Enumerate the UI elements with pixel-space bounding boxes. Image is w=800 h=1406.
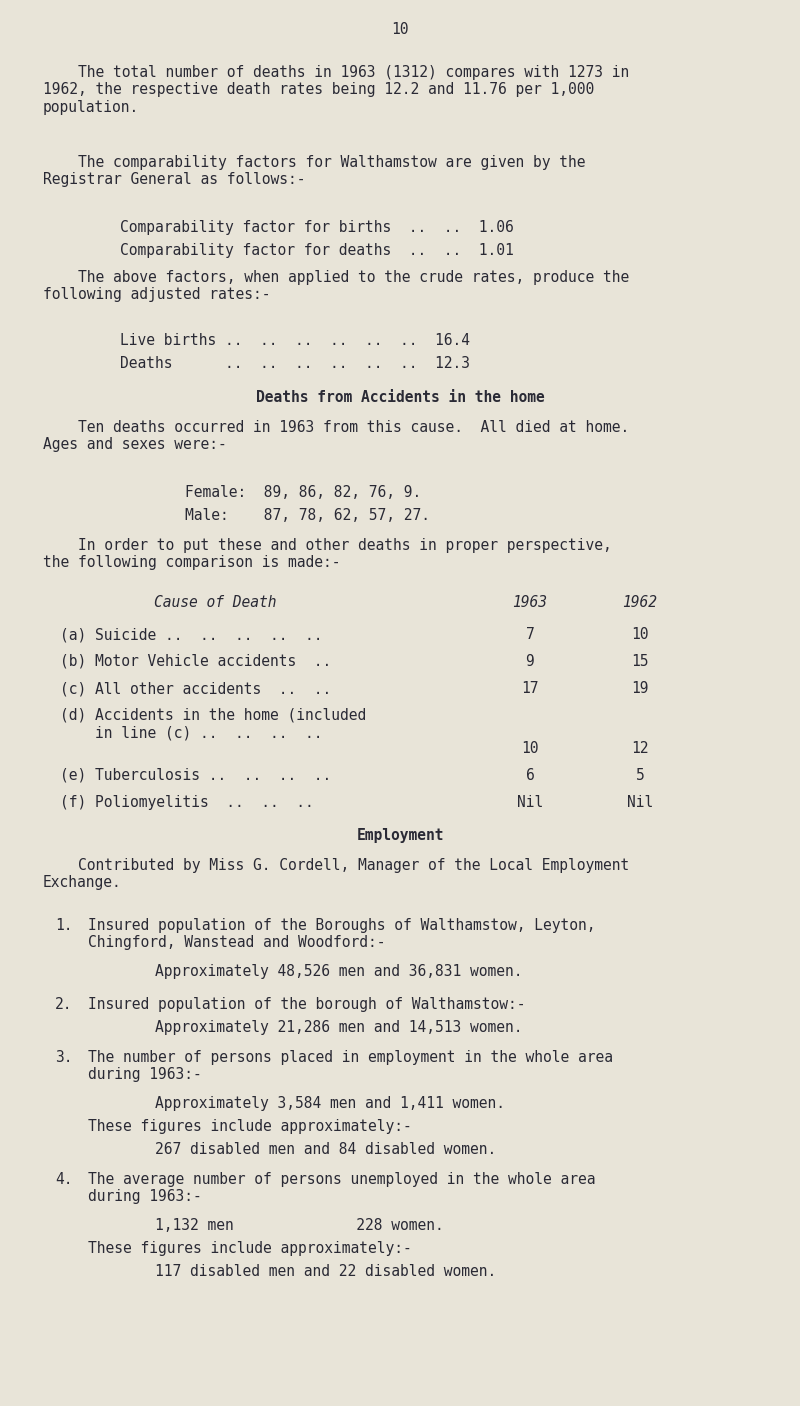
Text: 15: 15 bbox=[631, 654, 649, 669]
Text: 3.: 3. bbox=[55, 1050, 73, 1064]
Text: The number of persons placed in employment in the whole area
during 1963:-: The number of persons placed in employme… bbox=[88, 1050, 613, 1083]
Text: 1963: 1963 bbox=[513, 595, 547, 610]
Text: 117 disabled men and 22 disabled women.: 117 disabled men and 22 disabled women. bbox=[155, 1264, 496, 1279]
Text: 7: 7 bbox=[526, 627, 534, 643]
Text: Deaths from Accidents in the home: Deaths from Accidents in the home bbox=[256, 389, 544, 405]
Text: The total number of deaths in 1963 (1312) compares with 1273 in
1962, the respec: The total number of deaths in 1963 (1312… bbox=[43, 65, 630, 115]
Text: The above factors, when applied to the crude rates, produce the
following adjust: The above factors, when applied to the c… bbox=[43, 270, 630, 302]
Text: Approximately 48,526 men and 36,831 women.: Approximately 48,526 men and 36,831 wome… bbox=[155, 965, 522, 979]
Text: Employment: Employment bbox=[356, 828, 444, 844]
Text: These figures include approximately:-: These figures include approximately:- bbox=[88, 1119, 412, 1135]
Text: These figures include approximately:-: These figures include approximately:- bbox=[88, 1241, 412, 1256]
Text: 2.: 2. bbox=[55, 997, 73, 1012]
Text: (c) All other accidents  ..  ..: (c) All other accidents .. .. bbox=[60, 681, 331, 696]
Text: Live births ..  ..  ..  ..  ..  ..  16.4: Live births .. .. .. .. .. .. 16.4 bbox=[120, 333, 470, 349]
Text: 6: 6 bbox=[526, 768, 534, 783]
Text: (a) Suicide ..  ..  ..  ..  ..: (a) Suicide .. .. .. .. .. bbox=[60, 627, 322, 643]
Text: 1962: 1962 bbox=[622, 595, 658, 610]
Text: 19: 19 bbox=[631, 681, 649, 696]
Text: In order to put these and other deaths in proper perspective,
the following comp: In order to put these and other deaths i… bbox=[43, 538, 612, 571]
Text: 9: 9 bbox=[526, 654, 534, 669]
Text: 17: 17 bbox=[522, 681, 538, 696]
Text: Approximately 3,584 men and 1,411 women.: Approximately 3,584 men and 1,411 women. bbox=[155, 1097, 505, 1111]
Text: Comparability factor for births  ..  ..  1.06: Comparability factor for births .. .. 1.… bbox=[120, 219, 514, 235]
Text: 1.: 1. bbox=[55, 918, 73, 934]
Text: Insured population of the Boroughs of Walthamstow, Leyton,
Chingford, Wanstead a: Insured population of the Boroughs of Wa… bbox=[88, 918, 595, 950]
Text: Ten deaths occurred in 1963 from this cause.  All died at home.
Ages and sexes w: Ten deaths occurred in 1963 from this ca… bbox=[43, 420, 630, 453]
Text: (d) Accidents in the home (included
    in line (c) ..  ..  ..  ..: (d) Accidents in the home (included in l… bbox=[60, 709, 366, 741]
Text: The average number of persons unemployed in the whole area
during 1963:-: The average number of persons unemployed… bbox=[88, 1173, 595, 1205]
Text: 12: 12 bbox=[631, 741, 649, 756]
Text: Male:    87, 78, 62, 57, 27.: Male: 87, 78, 62, 57, 27. bbox=[185, 508, 430, 523]
Text: 10: 10 bbox=[391, 22, 409, 37]
Text: 4.: 4. bbox=[55, 1173, 73, 1187]
Text: Insured population of the borough of Walthamstow:-: Insured population of the borough of Wal… bbox=[88, 997, 526, 1012]
Text: (e) Tuberculosis ..  ..  ..  ..: (e) Tuberculosis .. .. .. .. bbox=[60, 768, 331, 783]
Text: Contributed by Miss G. Cordell, Manager of the Local Employment
Exchange.: Contributed by Miss G. Cordell, Manager … bbox=[43, 858, 630, 890]
Text: Nil: Nil bbox=[517, 794, 543, 810]
Text: 5: 5 bbox=[636, 768, 644, 783]
Text: 10: 10 bbox=[522, 741, 538, 756]
Text: Comparability factor for deaths  ..  ..  1.01: Comparability factor for deaths .. .. 1.… bbox=[120, 243, 514, 257]
Text: Female:  89, 86, 82, 76, 9.: Female: 89, 86, 82, 76, 9. bbox=[185, 485, 422, 501]
Text: 10: 10 bbox=[631, 627, 649, 643]
Text: Deaths      ..  ..  ..  ..  ..  ..  12.3: Deaths .. .. .. .. .. .. 12.3 bbox=[120, 356, 470, 371]
Text: 1,132 men              228 women.: 1,132 men 228 women. bbox=[155, 1218, 444, 1233]
Text: Nil: Nil bbox=[627, 794, 653, 810]
Text: Approximately 21,286 men and 14,513 women.: Approximately 21,286 men and 14,513 wome… bbox=[155, 1019, 522, 1035]
Text: (f) Poliomyelitis  ..  ..  ..: (f) Poliomyelitis .. .. .. bbox=[60, 794, 314, 810]
Text: 267 disabled men and 84 disabled women.: 267 disabled men and 84 disabled women. bbox=[155, 1142, 496, 1157]
Text: Cause of Death: Cause of Death bbox=[154, 595, 276, 610]
Text: (b) Motor Vehicle accidents  ..: (b) Motor Vehicle accidents .. bbox=[60, 654, 331, 669]
Text: The comparability factors for Walthamstow are given by the
Registrar General as : The comparability factors for Walthamsto… bbox=[43, 155, 586, 187]
